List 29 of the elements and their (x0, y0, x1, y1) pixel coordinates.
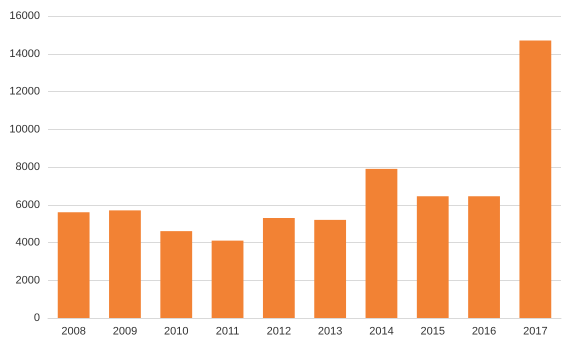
bar (468, 196, 500, 318)
x-tick-label: 2015 (420, 326, 445, 338)
x-tick-label: 2010 (164, 326, 188, 338)
y-tick-label: 16000 (9, 10, 40, 22)
x-tick-label: 2009 (112, 326, 138, 338)
y-tick-label: 8000 (16, 161, 40, 173)
bar (160, 231, 192, 318)
bar (262, 218, 295, 318)
bar (58, 212, 90, 318)
bar (109, 210, 141, 318)
y-tick-label: 6000 (16, 198, 40, 211)
y-tick-label: 12000 (9, 86, 40, 98)
bar (416, 196, 449, 318)
y-tick-label: 10000 (9, 123, 40, 136)
bar (212, 240, 244, 318)
y-tick-label: 4000 (16, 236, 40, 248)
x-tick-label: 2016 (472, 326, 496, 338)
bar (314, 220, 346, 318)
y-tick-label: 0 (34, 312, 40, 324)
bar (519, 40, 552, 318)
x-tick-label: 2013 (318, 326, 342, 338)
x-tick-label: 2014 (369, 326, 394, 338)
y-tick-label: 2000 (16, 274, 40, 286)
x-tick-label: 2012 (266, 326, 292, 338)
x-tick-label: 2011 (216, 326, 240, 338)
y-tick-label: 14000 (9, 48, 40, 60)
x-tick-label: 2017 (523, 326, 548, 338)
bar (366, 168, 398, 318)
x-tick-label: 2008 (61, 326, 86, 338)
